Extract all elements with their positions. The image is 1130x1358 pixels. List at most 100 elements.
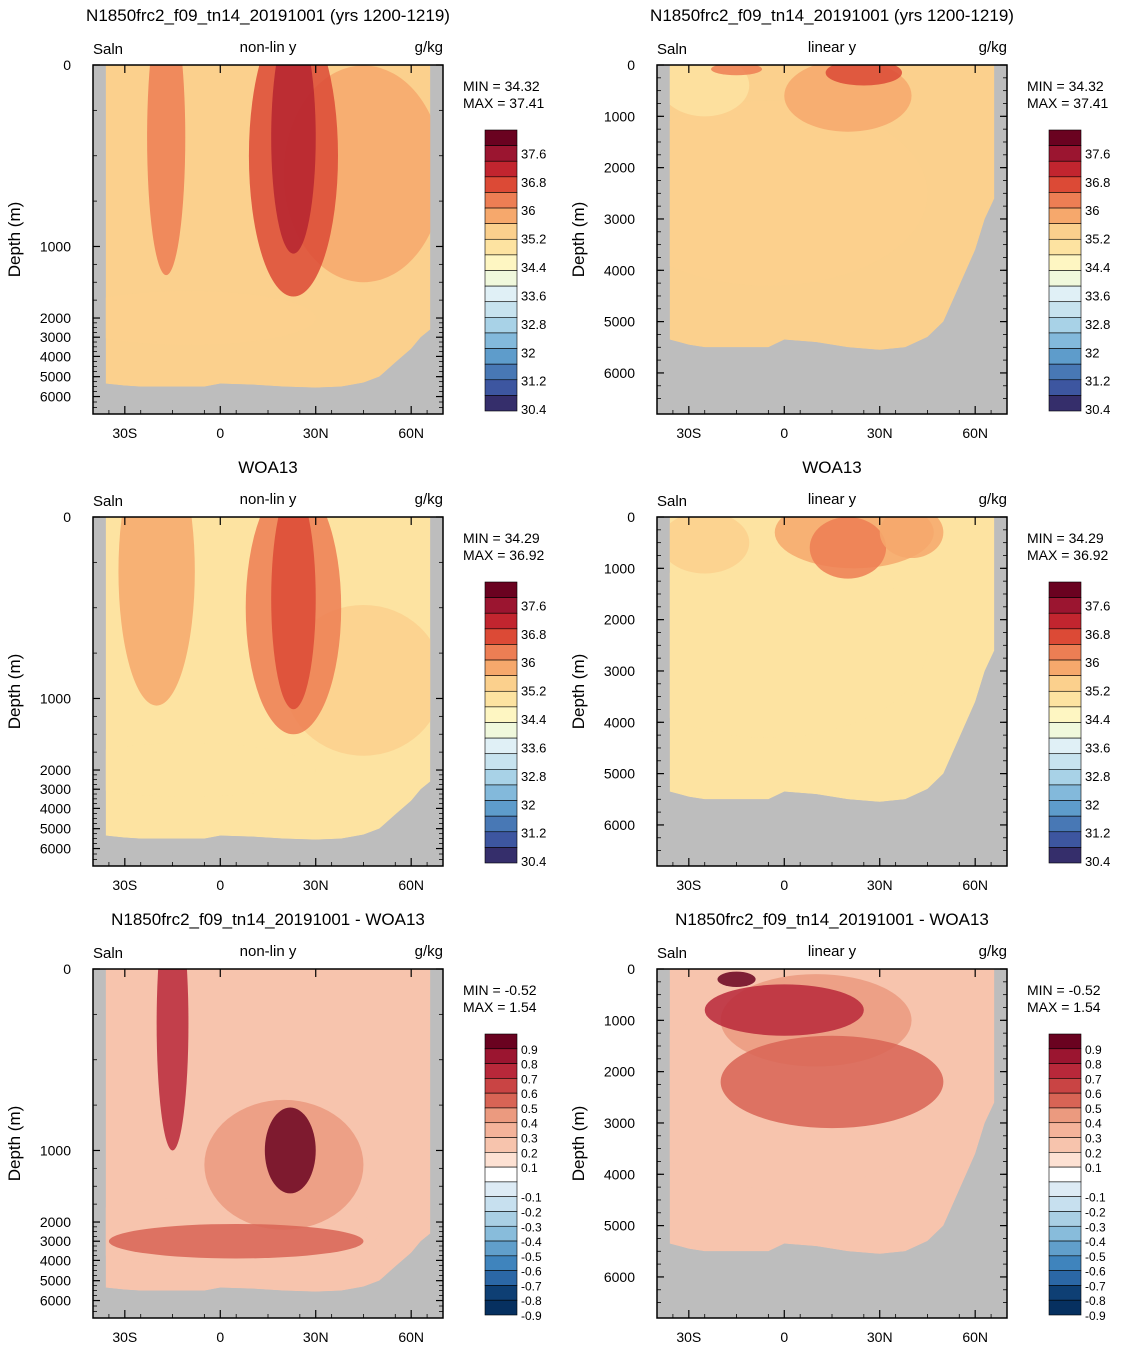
colorbar-swatch [484,160,518,178]
colorbar-swatch [1048,1181,1082,1197]
colorbar-label: 34.4 [1085,712,1110,727]
colorbar-swatch [1048,1240,1082,1257]
colorbar-label: 37.6 [521,598,546,613]
colorbar-label: 36.8 [521,627,546,642]
x-tick-label: 0 [216,1329,224,1345]
y-tick-label: 3000 [40,781,71,797]
colorbar-swatch [1048,1299,1082,1316]
colorbar-swatch [1048,581,1082,598]
panel-title: WOA13 [238,458,298,477]
colorbar-label: 34.4 [521,260,546,275]
colorbar-label: 37.6 [1085,146,1110,161]
colorbar-swatch [484,1107,518,1124]
panel-4: WOA13 Saln linear y g/kg 0 1000 2000 3000 4000 50… [569,458,1110,893]
colorbar-label: 32.8 [521,317,546,332]
colorbar-swatch [484,847,518,864]
y-tick-label: 4000 [40,1252,71,1268]
x-tick-label: 0 [780,1329,788,1345]
x-tick-label: 0 [780,425,788,441]
colorbar-label: 36 [521,203,535,218]
scale-label: non-lin y [240,943,297,960]
colorbar-swatch [484,1033,518,1050]
variable-label: Saln [93,493,123,510]
colorbar-swatch [484,1048,518,1064]
colorbar-swatch [1048,348,1082,365]
colorbar-label: 35.2 [1085,232,1110,247]
panel-5: N1850frc2_f09_tn14_20191001 - WOA13 Saln n… [5,910,542,1345]
colorbar-label: 0.6 [1085,1087,1102,1101]
colorbar-label: 0.3 [1085,1132,1102,1146]
colorbar-swatch [1048,270,1082,287]
colorbar-label: 0.4 [1085,1117,1102,1131]
colorbar-swatch [1048,784,1082,801]
colorbar-label: -0.8 [521,1294,542,1308]
field-contour [720,1035,944,1129]
colorbar-label: -0.7 [521,1279,542,1293]
colorbar-label: 32.8 [521,769,546,784]
y-tick-label: 3000 [40,329,71,345]
colorbar-label: 36 [1085,655,1099,670]
colorbar-label: 31.2 [1085,826,1110,841]
field-contour [271,517,316,710]
colorbar-swatch [1048,690,1082,708]
colorbar-swatch [484,1196,518,1212]
variable-label: Saln [657,41,687,58]
sea-floor [669,1102,995,1318]
y-axis-label: Depth (m) [569,202,588,278]
colorbar-swatch [484,176,518,193]
y-tick-label: 5000 [604,766,635,782]
min-value: MIN = 34.29 [1027,530,1104,546]
colorbar-label: -0.3 [1085,1220,1106,1234]
y-tick-label: 2000 [604,160,635,176]
colorbar-label: 32.8 [1085,769,1110,784]
y-tick-label: 6000 [604,365,635,381]
panel-title: N1850frc2_f09_tn14_20191001 (yrs 1200-12… [86,6,450,25]
y-axis-label: Depth (m) [5,654,24,730]
x-tick-label: 60N [398,1329,424,1345]
colorbar-label: 0.7 [1085,1072,1102,1086]
plot-area [657,65,1007,414]
plot-area [657,969,1007,1318]
y-tick-label: 2000 [604,612,635,628]
colorbar: 37.6 36.8 36 35.2 34.4 33.6 32.8 32 31.2 30.4 [1048,129,1110,417]
colorbar-swatch [1048,379,1082,396]
x-tick-label: 30N [867,425,893,441]
y-tick-label: 4000 [40,348,71,364]
colorbar-swatch [484,254,518,271]
field-contour [156,969,189,1151]
y-tick-label: 6000 [40,841,71,857]
x-tick-label: 30S [676,425,701,441]
colorbar-swatch [484,784,518,801]
min-value: MIN = -0.52 [1027,982,1101,998]
x-tick-label: 30N [303,425,329,441]
y-tick-label: 4000 [604,262,635,278]
variable-label: Saln [657,493,687,510]
field-contour [809,517,887,579]
scale-label: linear y [808,39,857,56]
colorbar-swatch [1048,129,1082,146]
y-tick-label: 5000 [604,1218,635,1234]
plot-area [657,517,1007,866]
x-tick-label: 0 [216,877,224,893]
colorbar-swatch [484,1122,518,1138]
y-tick-label: 2000 [604,1064,635,1080]
colorbar-swatch [1048,332,1082,349]
x-tick-label: 30N [867,1329,893,1345]
field-contour [118,517,195,706]
y-tick-label: 4000 [604,714,635,730]
field-contour [657,552,928,738]
colorbar-swatch [1048,722,1082,739]
colorbar-label: 34.4 [1085,260,1110,275]
colorbar-label: 0.5 [1085,1102,1102,1116]
colorbar-swatch [1048,659,1082,676]
colorbar-swatch [1048,1033,1082,1050]
colorbar-label: 35.2 [1085,684,1110,699]
colorbar-swatch [484,363,518,381]
field-contour [660,517,750,574]
variable-label: Saln [93,945,123,962]
sea-floor [105,1233,431,1318]
colorbar-swatch [1048,831,1082,848]
colorbar-label: 35.2 [521,232,546,247]
colorbar-swatch [484,1152,518,1168]
colorbar-label: -0.4 [521,1235,542,1249]
